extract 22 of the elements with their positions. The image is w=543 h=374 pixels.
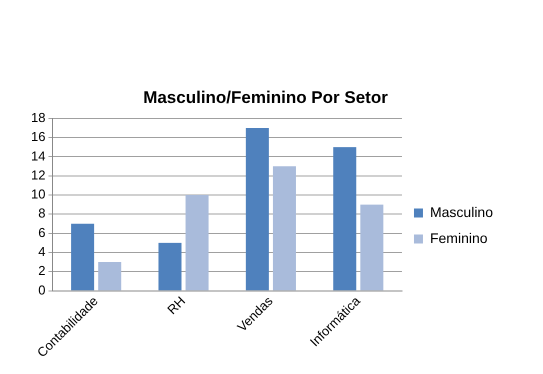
bar xyxy=(246,128,269,290)
bar xyxy=(360,204,384,290)
bar xyxy=(186,195,209,290)
y-tick-label: 8 xyxy=(38,206,46,221)
y-tick-label: 18 xyxy=(30,110,46,125)
bar xyxy=(333,147,356,290)
x-tick-label: RH xyxy=(164,293,188,318)
y-tick-label: 16 xyxy=(30,129,46,144)
y-tick-label: 4 xyxy=(38,244,46,260)
y-tick-label: 12 xyxy=(30,167,46,182)
y-tick-label: 14 xyxy=(30,148,46,164)
chart-title: Masculino/Feminino Por Setor xyxy=(143,88,388,107)
y-tick-label: 6 xyxy=(38,224,46,240)
legend-label: Masculino xyxy=(430,204,494,220)
bar xyxy=(272,166,296,290)
bar xyxy=(158,242,182,290)
legend-label: Feminino xyxy=(430,230,488,246)
y-tick-label: 2 xyxy=(38,263,46,278)
y-tick-label: 10 xyxy=(30,186,46,202)
y-tick-label: 0 xyxy=(38,282,46,298)
bar xyxy=(98,262,122,290)
bar xyxy=(71,224,94,290)
